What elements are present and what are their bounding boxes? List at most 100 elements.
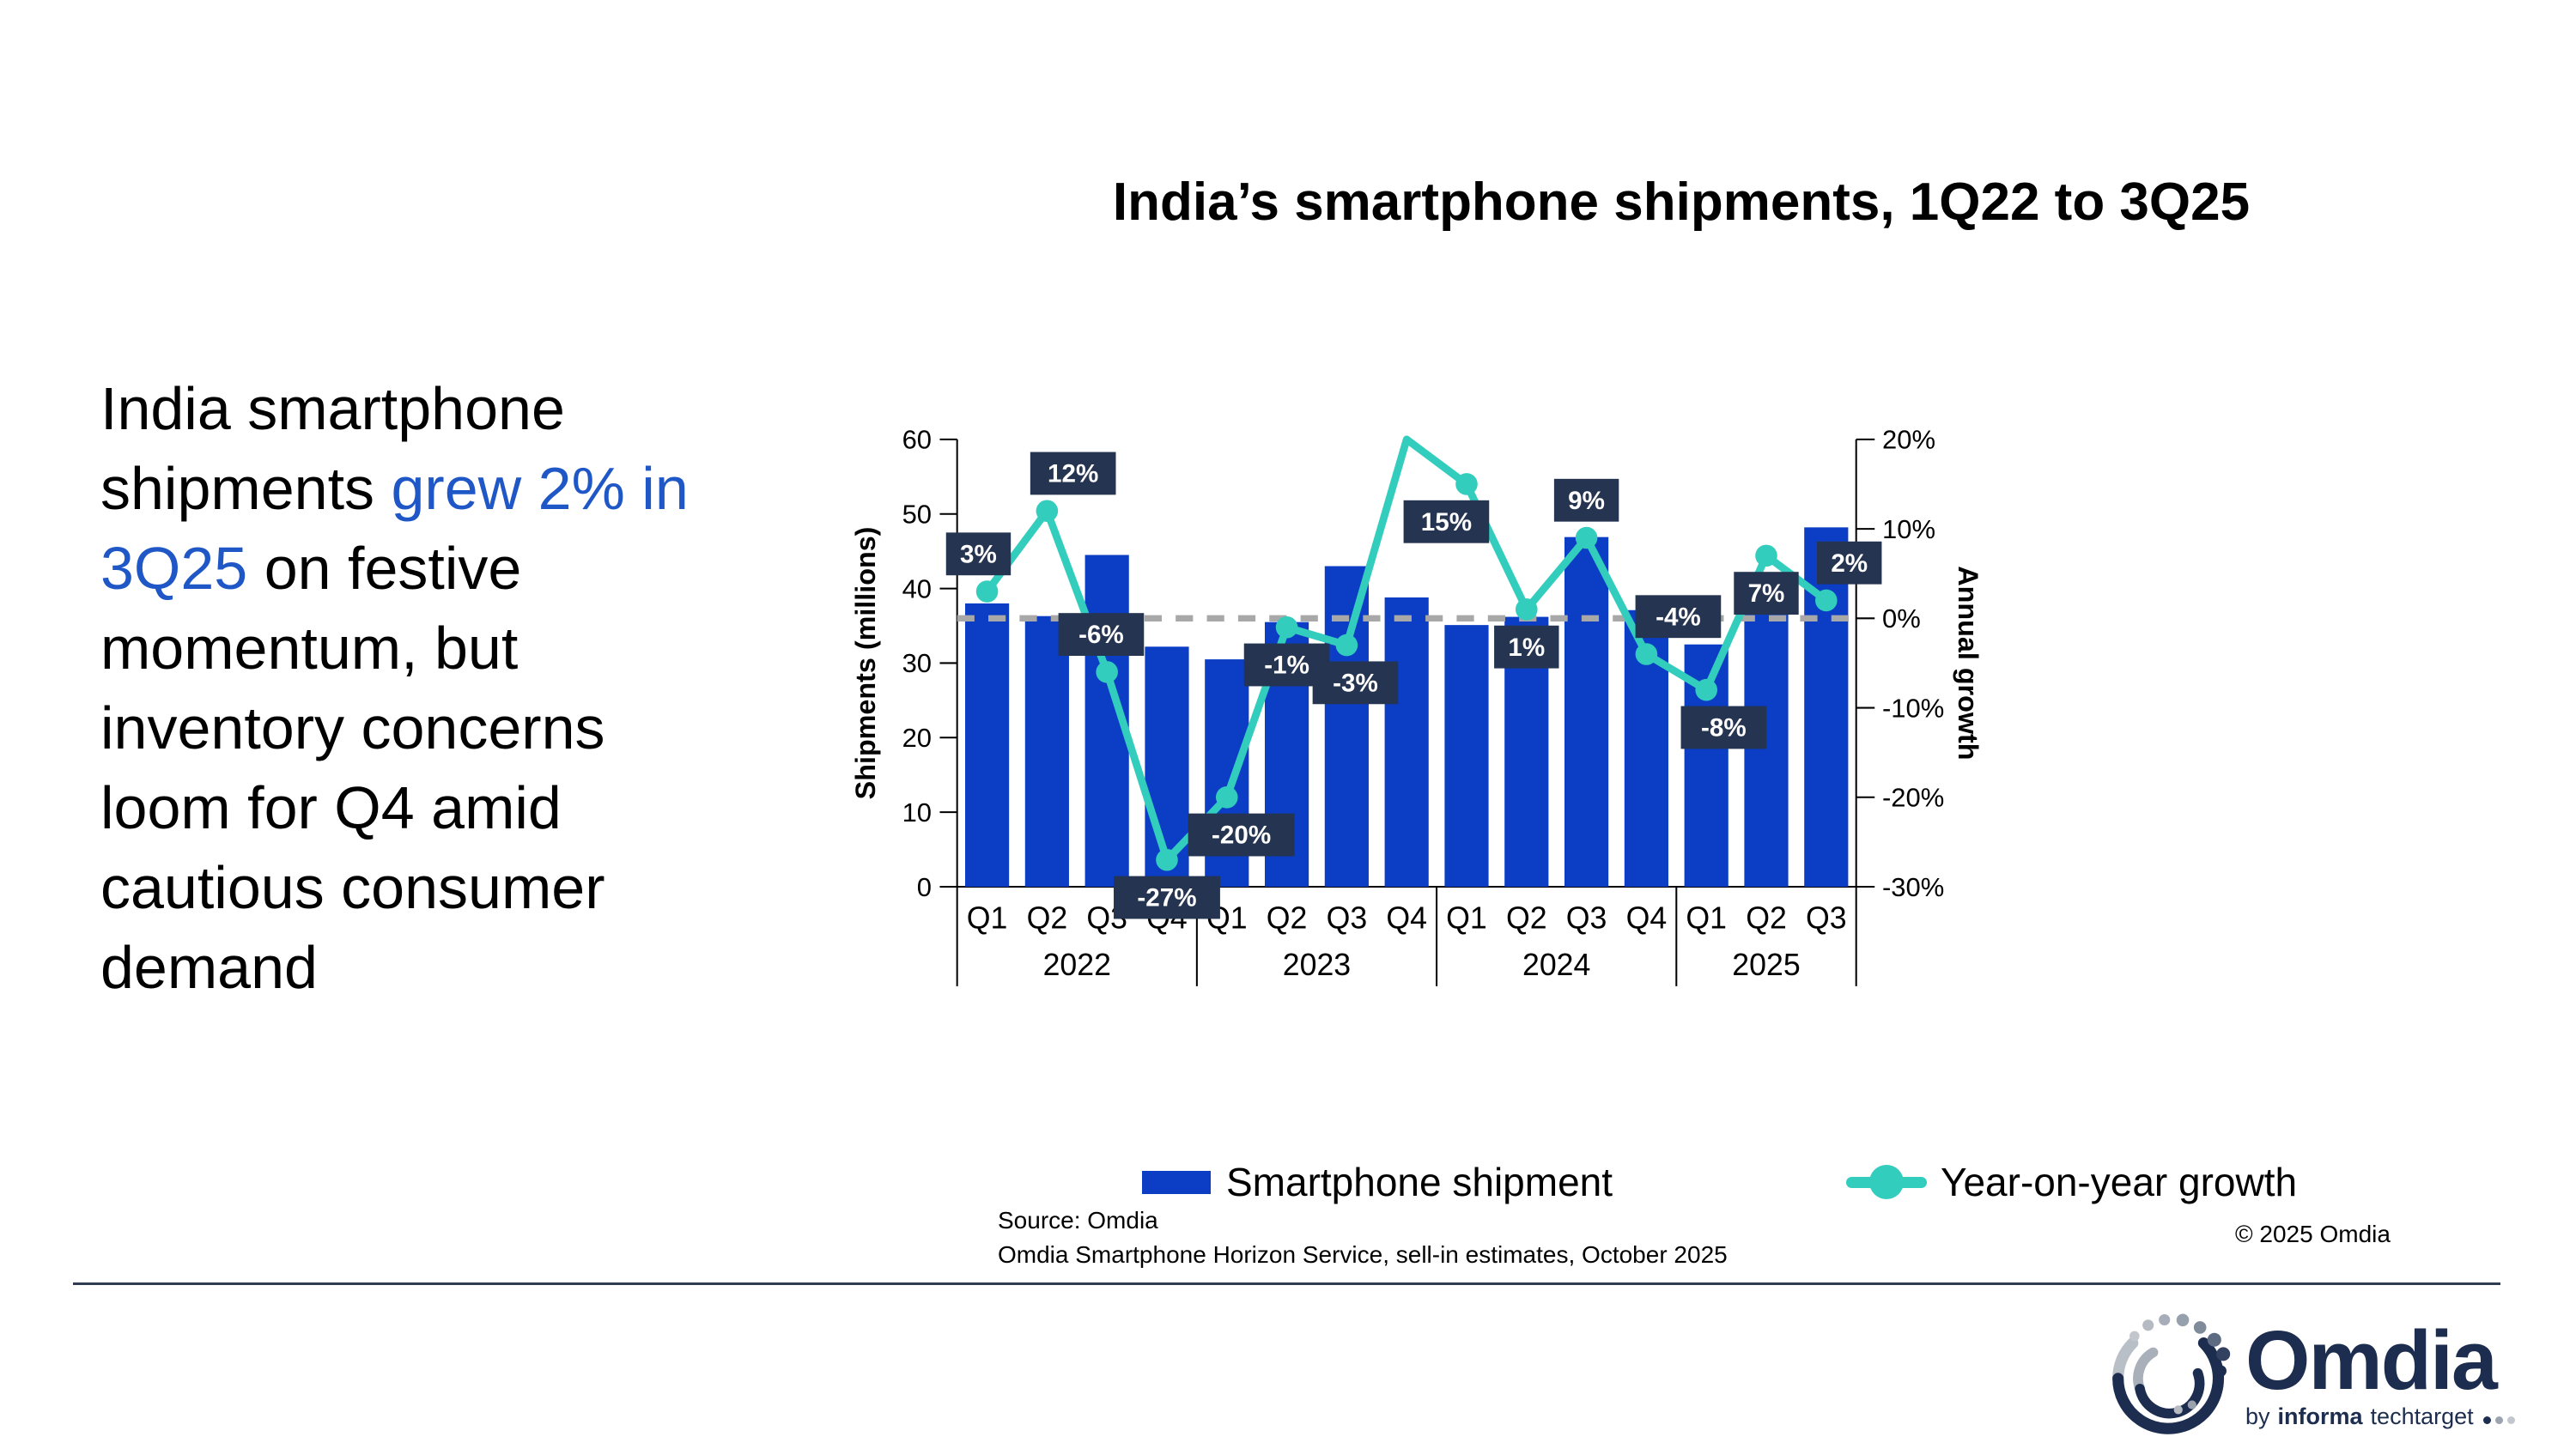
headline-accent-text: 3Q25	[100, 535, 248, 602]
growth-line-marker	[1215, 785, 1238, 809]
growth-data-label-box	[1030, 452, 1116, 495]
legend-label-shipment: Smartphone shipment	[1226, 1160, 1613, 1204]
quarter-label: Q2	[1506, 900, 1547, 935]
left-axis-tick-label: 30	[902, 648, 932, 678]
omdia-logo-icon	[2112, 1313, 2231, 1434]
quarter-label: Q1	[1446, 900, 1487, 935]
legend-marker-icon	[1869, 1165, 1904, 1199]
growth-line-marker	[1635, 643, 1658, 665]
growth-data-label: 2%	[1831, 549, 1868, 578]
shipment-bar	[1564, 537, 1609, 888]
growth-line-marker	[1096, 661, 1118, 683]
growth-data-label: -6%	[1078, 621, 1124, 649]
quarter-label: Q4	[1626, 900, 1668, 935]
growth-data-label-box	[945, 532, 1012, 576]
right-axis-title: Annual growth	[1953, 566, 1984, 760]
headline-accent-text: grew 2% in	[391, 455, 689, 522]
right-axis-tick-label: -10%	[1882, 693, 1944, 723]
growth-data-label-box	[1058, 613, 1145, 657]
quarter-label: Q2	[1267, 900, 1308, 935]
shipment-bar	[1324, 566, 1369, 888]
quarter-label: Q3	[1806, 900, 1847, 935]
headline-text-segment: cautious consumer	[100, 854, 605, 921]
headline-line: 3Q25 on festive	[100, 529, 873, 609]
growth-data-label: 1%	[1508, 634, 1545, 662]
shipment-bar	[1384, 597, 1429, 888]
growth-line-marker	[1695, 678, 1717, 701]
growth-data-label-box	[1734, 572, 1799, 615]
omdia-wordmark: Omdia	[2245, 1313, 2498, 1407]
growth-data-label: 3%	[960, 540, 997, 568]
quarter-label: Q3	[1566, 900, 1607, 935]
footer-divider	[73, 1282, 2500, 1285]
shipment-bar	[1024, 615, 1069, 888]
headline-line: momentum, but	[100, 609, 873, 688]
shipment-bar	[964, 603, 1010, 888]
growth-data-label-box	[1188, 813, 1295, 857]
legend-swatch-bar	[1142, 1170, 1211, 1194]
year-label: 2025	[1732, 948, 1800, 982]
left-axis-tick-label: 60	[902, 425, 932, 455]
headline-text-segment: demand	[100, 934, 318, 1001]
byline-dots-icon	[2482, 1416, 2515, 1424]
growth-data-label: -1%	[1264, 652, 1309, 680]
right-axis-tick-label: 20%	[1882, 425, 1935, 455]
source-line-2: Omdia Smartphone Horizon Service, sell-i…	[998, 1241, 1728, 1268]
quarter-label: Q3	[1327, 900, 1368, 935]
quarter-label: Q1	[967, 900, 1008, 935]
growth-line-marker	[1575, 526, 1598, 549]
copyright-note: © 2025 Omdia	[2235, 1221, 2391, 1247]
source-note: Source: Omdia Omdia Smartphone Horizon S…	[998, 1203, 1728, 1272]
growth-line-marker	[1335, 634, 1358, 657]
growth-line-marker	[1755, 544, 1777, 567]
year-label: 2022	[1043, 948, 1111, 982]
growth-data-label-box	[1403, 500, 1490, 543]
shipments-growth-chart: 0 10 20 30 40 50 60 -30% -20% -10% 0% 10% 20% 2022 202…	[850, 425, 1984, 986]
right-axis-tick-label: -30%	[1882, 872, 1944, 902]
growth-data-label: -4%	[1656, 603, 1701, 631]
left-axis-tick-label: 10	[902, 797, 932, 828]
byline-by: by	[2245, 1403, 2270, 1429]
legend-item-growth: Year-on-year growth	[1846, 1160, 2297, 1204]
growth-data-label: -20%	[1212, 822, 1271, 850]
quarter-label: Q2	[1027, 900, 1068, 935]
growth-data-label: -8%	[1701, 714, 1747, 743]
headline-text-segment: loom for Q4 amid	[100, 774, 562, 841]
growth-line-marker	[1455, 473, 1478, 495]
shipment-bar	[1444, 625, 1489, 888]
growth-line-marker	[1156, 848, 1178, 871]
growth-line-marker	[1036, 500, 1059, 523]
right-axis-tick-label: 0%	[1882, 603, 1921, 634]
source-line-1: Source: Omdia	[998, 1207, 1158, 1234]
left-axis-title: Shipments (millions)	[850, 527, 881, 800]
growth-data-label: 12%	[1048, 460, 1098, 488]
headline-line: cautious consumer	[100, 848, 873, 928]
growth-data-label: -27%	[1137, 884, 1196, 912]
growth-data-label-box	[1114, 876, 1220, 919]
omdia-byline: by informa techtarget	[2245, 1404, 2515, 1430]
headline-line: inventory concerns	[100, 688, 873, 768]
quarter-label: Q4	[1386, 900, 1427, 935]
left-axis-tick-label: 50	[902, 499, 932, 529]
headline-text-segment: momentum, but	[100, 615, 519, 682]
quarter-label: Q1	[1686, 900, 1727, 935]
headline-line: loom for Q4 amid	[100, 768, 873, 848]
growth-line-marker	[975, 580, 999, 603]
growth-data-label: 7%	[1748, 579, 1785, 608]
headline-line: India smartphone	[100, 369, 873, 449]
headline-text-segment: on festive	[247, 535, 522, 602]
growth-data-label: 9%	[1568, 487, 1605, 515]
growth-data-label-box	[1635, 595, 1722, 639]
chart-title: India’s smartphone shipments, 1Q22 to 3Q…	[1112, 173, 2251, 232]
omdia-logo: Omdia by informa techtarget	[2108, 1308, 2515, 1439]
byline-informa: informa	[2277, 1403, 2363, 1429]
growth-data-label-box	[1817, 541, 1882, 585]
headline-text-segment: inventory concerns	[100, 694, 605, 761]
left-axis-tick-label: 0	[917, 872, 932, 902]
growth-line	[983, 435, 1831, 864]
growth-data-label: -3%	[1333, 669, 1378, 697]
year-label: 2024	[1522, 948, 1590, 982]
headline-text-segment: India smartphone	[100, 375, 565, 442]
growth-data-label-box	[1494, 625, 1559, 669]
legend-swatch-line	[1846, 1162, 1927, 1202]
